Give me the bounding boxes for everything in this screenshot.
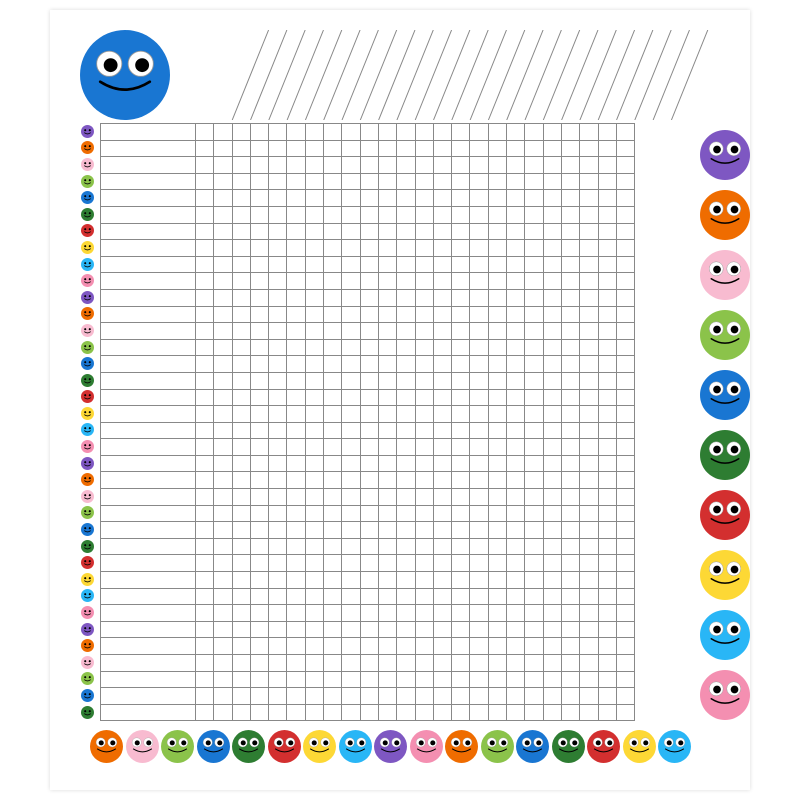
bottom-smiley-icon bbox=[658, 730, 691, 770]
right-smiley-icon bbox=[700, 370, 750, 420]
bottom-smiley-icon bbox=[516, 730, 549, 770]
left-dot-icon bbox=[78, 389, 96, 406]
right-smiley-icon bbox=[700, 130, 750, 180]
left-dot-icon bbox=[78, 671, 96, 688]
bottom-smiley-icon bbox=[126, 730, 159, 770]
left-dot-icon bbox=[78, 289, 96, 306]
left-dot-column bbox=[78, 123, 96, 720]
bottom-smiley-icon bbox=[161, 730, 194, 770]
header-diagonal-lines bbox=[195, 30, 745, 120]
bottom-smiley-icon bbox=[339, 730, 372, 770]
bottom-smiley-icon bbox=[587, 730, 620, 770]
left-dot-icon bbox=[78, 306, 96, 323]
left-dot-icon bbox=[78, 488, 96, 505]
right-smiley-icon bbox=[700, 490, 750, 540]
left-dot-icon bbox=[78, 156, 96, 173]
right-smiley-icon bbox=[700, 610, 750, 660]
left-dot-icon bbox=[78, 239, 96, 256]
left-dot-icon bbox=[78, 123, 96, 140]
left-dot-icon bbox=[78, 355, 96, 372]
left-dot-icon bbox=[78, 588, 96, 605]
left-dot-icon bbox=[78, 272, 96, 289]
left-dot-icon bbox=[78, 521, 96, 538]
left-dot-icon bbox=[78, 189, 96, 206]
left-dot-icon bbox=[78, 455, 96, 472]
left-dot-icon bbox=[78, 471, 96, 488]
left-dot-icon bbox=[78, 654, 96, 671]
left-dot-icon bbox=[78, 405, 96, 422]
bottom-smiley-icon bbox=[552, 730, 585, 770]
incentive-grid bbox=[100, 123, 635, 721]
left-dot-icon bbox=[78, 554, 96, 571]
left-dot-icon bbox=[78, 223, 96, 240]
right-smiley-icon bbox=[700, 430, 750, 480]
bottom-smiley-icon bbox=[374, 730, 407, 770]
left-dot-icon bbox=[78, 687, 96, 704]
left-dot-icon bbox=[78, 621, 96, 638]
left-dot-icon bbox=[78, 505, 96, 522]
left-dot-icon bbox=[78, 604, 96, 621]
left-dot-icon bbox=[78, 256, 96, 273]
left-dot-icon bbox=[78, 637, 96, 654]
left-dot-icon bbox=[78, 704, 96, 721]
right-smiley-icon bbox=[700, 670, 750, 720]
right-smiley-icon bbox=[700, 550, 750, 600]
left-dot-icon bbox=[78, 422, 96, 439]
bottom-smiley-icon bbox=[481, 730, 514, 770]
bottom-smiley-icon bbox=[232, 730, 265, 770]
left-dot-icon bbox=[78, 322, 96, 339]
bottom-face-row bbox=[90, 730, 691, 770]
bottom-smiley-icon bbox=[410, 730, 443, 770]
left-dot-icon bbox=[78, 140, 96, 157]
right-smiley-icon bbox=[700, 190, 750, 240]
right-smiley-icon bbox=[700, 250, 750, 300]
bottom-smiley-icon bbox=[90, 730, 123, 770]
big-smiley-icon bbox=[80, 30, 170, 120]
left-dot-icon bbox=[78, 173, 96, 190]
bottom-smiley-icon bbox=[268, 730, 301, 770]
left-dot-icon bbox=[78, 339, 96, 356]
incentive-chart-poster bbox=[50, 10, 750, 790]
left-dot-icon bbox=[78, 372, 96, 389]
bottom-smiley-icon bbox=[445, 730, 478, 770]
left-dot-icon bbox=[78, 538, 96, 555]
right-smiley-icon bbox=[700, 310, 750, 360]
left-dot-icon bbox=[78, 571, 96, 588]
right-face-column bbox=[700, 130, 750, 730]
bottom-smiley-icon bbox=[623, 730, 656, 770]
left-dot-icon bbox=[78, 206, 96, 223]
left-dot-icon bbox=[78, 438, 96, 455]
bottom-smiley-icon bbox=[197, 730, 230, 770]
bottom-smiley-icon bbox=[303, 730, 336, 770]
